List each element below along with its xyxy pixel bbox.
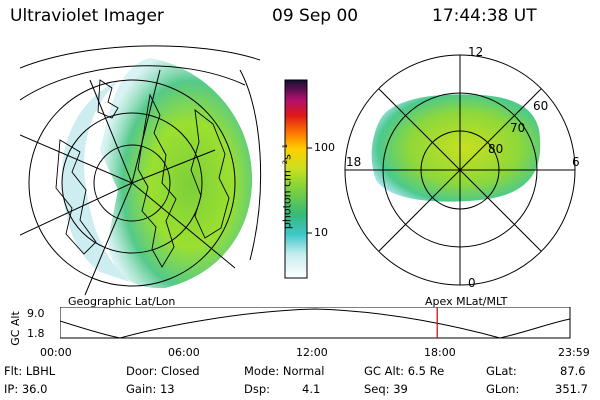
- xtick-1800: 18:00: [424, 346, 456, 359]
- ip-info: IP: 36.0: [4, 382, 48, 396]
- instrument-title: Ultraviolet Imager: [10, 6, 164, 26]
- filter-info: Flt: LBHL: [4, 364, 56, 378]
- lat-label-60: 60: [533, 99, 548, 113]
- altitude-ytick-low: 1.8: [27, 327, 45, 340]
- colorbar-unit-label: photon cm⁻²s⁻¹: [280, 143, 294, 230]
- xtick-0000: 00:00: [40, 346, 72, 359]
- glon-value: 351.7: [555, 382, 588, 396]
- date-label: 09 Sep 00: [272, 6, 359, 26]
- xtick-2359: 23:59: [558, 346, 590, 359]
- lat-label-70: 70: [510, 121, 525, 135]
- door-info: Door: Closed: [126, 364, 200, 378]
- gain-info: Gain: 13: [126, 382, 175, 396]
- geographic-caption: Geographic Lat/Lon: [68, 295, 176, 308]
- geographic-image: [20, 45, 262, 296]
- xtick-1200: 12:00: [296, 346, 328, 359]
- altitude-ylabel: GC Alt: [8, 311, 22, 346]
- altitude-plot: [60, 307, 571, 339]
- colorbar-tick-10: 10: [314, 226, 328, 239]
- dsp-value: 4.1: [302, 382, 321, 396]
- colorbar-tick-100: 100: [314, 141, 335, 154]
- glon-label: GLon:: [486, 382, 520, 396]
- color-scale-bar: [284, 79, 312, 279]
- glat-label: GLat:: [486, 364, 517, 378]
- glat-value: 87.6: [560, 364, 586, 378]
- lat-label-80: 80: [488, 142, 503, 156]
- mlt-label-top: 12: [468, 45, 483, 59]
- dsp-label: Dsp:: [244, 382, 271, 396]
- time-label: 17:44:38 UT: [432, 6, 537, 26]
- mlt-label-left: 18: [346, 155, 361, 169]
- mlt-label-bottom: 0: [468, 276, 476, 290]
- magnetic-polar-plot: 12 18 6 0 60 70 80: [344, 45, 580, 290]
- apex-caption: Apex MLat/MLT: [425, 295, 508, 308]
- xtick-0600: 06:00: [168, 346, 200, 359]
- gc-alt-info: GC Alt: 6.5 Re: [364, 364, 445, 378]
- mode-info: Mode: Normal: [244, 364, 325, 378]
- seq-info: Seq: 39: [364, 382, 408, 396]
- altitude-ytick-high: 9.0: [27, 307, 45, 320]
- mlt-label-right: 6: [572, 155, 580, 169]
